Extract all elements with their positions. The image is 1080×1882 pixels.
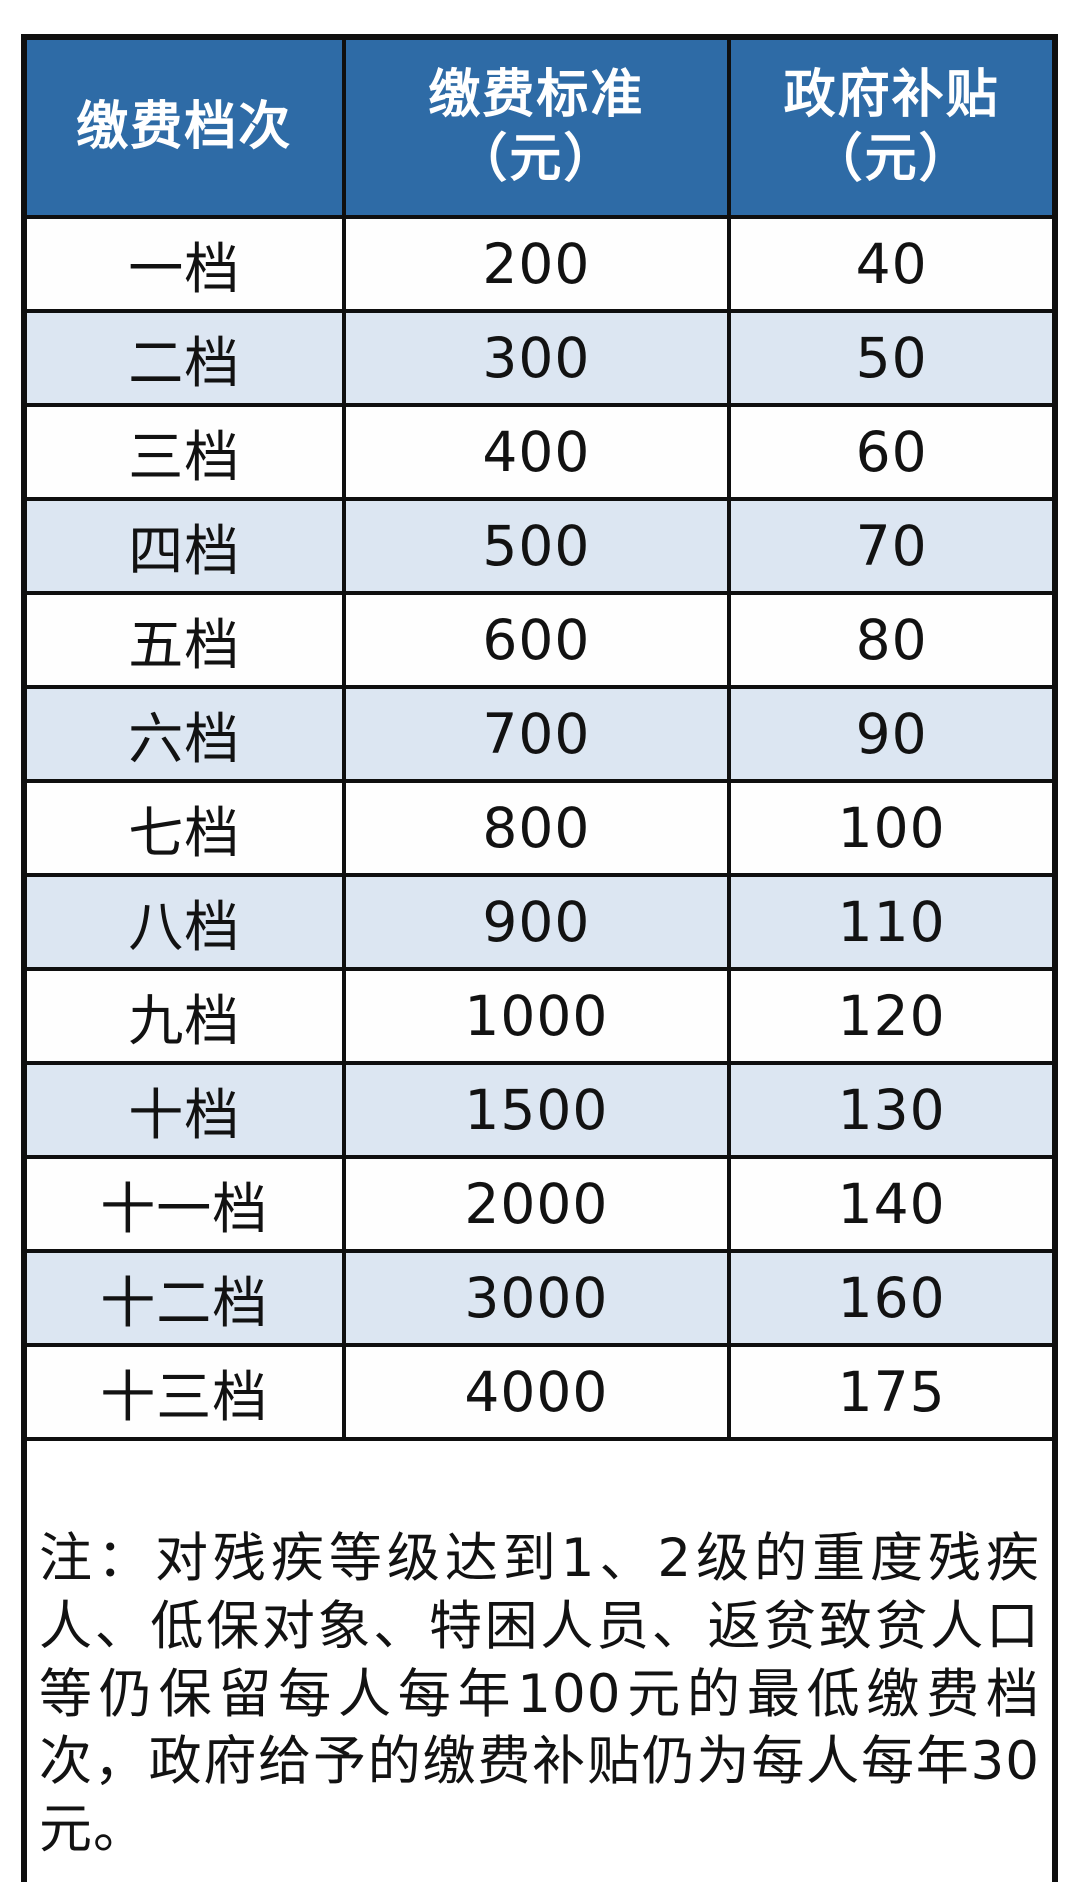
subsidy-cell: 60	[727, 403, 1057, 501]
table-row: 八档 900 110	[22, 873, 1057, 971]
standard-cell: 400	[341, 403, 732, 501]
header-standard-label: 缴费标准	[428, 65, 645, 126]
header-subsidy-label: 政府补贴	[783, 65, 1000, 126]
table-row: 九档 1000 120	[22, 967, 1057, 1065]
header-subsidy-unit: （元）	[810, 128, 973, 189]
tier-cell: 四档	[22, 497, 346, 595]
subsidy-cell: 90	[727, 685, 1057, 783]
header-tier-label: 缴费档次	[76, 96, 293, 157]
tier-cell: 八档	[22, 873, 346, 971]
tier-cell: 十档	[22, 1061, 346, 1159]
table-header: 缴费档次 缴费标准 （元） 政府补贴 （元）	[22, 35, 1057, 219]
header-cell-tier: 缴费档次	[22, 35, 346, 219]
tier-cell: 十三档	[22, 1343, 346, 1441]
tier-cell: 七档	[22, 779, 346, 877]
subsidy-cell: 50	[727, 309, 1057, 407]
table-row: 十档 1500 130	[22, 1061, 1057, 1159]
table-row: 六档 700 90	[22, 685, 1057, 783]
table-row: 一档 200 40	[22, 215, 1057, 313]
table-row: 四档 500 70	[22, 497, 1057, 595]
header-cell-subsidy: 政府补贴 （元）	[727, 35, 1057, 219]
header-cell-standard: 缴费标准 （元）	[341, 35, 732, 219]
header-row: 缴费档次 缴费标准 （元） 政府补贴 （元）	[22, 35, 1057, 219]
standard-cell: 3000	[341, 1249, 732, 1347]
table-row: 十二档 3000 160	[22, 1249, 1057, 1347]
standard-cell: 1500	[341, 1061, 732, 1159]
tier-cell: 十一档	[22, 1155, 346, 1253]
table-footer: 注：对残疾等级达到1、2级的重度残疾人、低保对象、特困人员、返贫致贫人口等仍保留…	[22, 1437, 1057, 1882]
note-row: 注：对残疾等级达到1、2级的重度残疾人、低保对象、特困人员、返贫致贫人口等仍保留…	[22, 1437, 1057, 1882]
table-row: 十三档 4000 175	[22, 1343, 1057, 1441]
table-row: 十一档 2000 140	[22, 1155, 1057, 1253]
tier-cell: 三档	[22, 403, 346, 501]
subsidy-cell: 130	[727, 1061, 1057, 1159]
subsidy-cell: 140	[727, 1155, 1057, 1253]
note-text: 注：对残疾等级达到1、2级的重度残疾人、低保对象、特困人员、返贫致贫人口等仍保留…	[39, 1528, 1040, 1861]
tier-cell: 十二档	[22, 1249, 346, 1347]
subsidy-cell: 80	[727, 591, 1057, 689]
subsidy-cell: 110	[727, 873, 1057, 971]
table-row: 三档 400 60	[22, 403, 1057, 501]
standard-cell: 1000	[341, 967, 732, 1065]
tier-cell: 二档	[22, 309, 346, 407]
standard-cell: 2000	[341, 1155, 732, 1253]
standard-cell: 800	[341, 779, 732, 877]
table-row: 二档 300 50	[22, 309, 1057, 407]
tier-cell: 九档	[22, 967, 346, 1065]
subsidy-cell: 160	[727, 1249, 1057, 1347]
standard-cell: 500	[341, 497, 732, 595]
tier-cell: 六档	[22, 685, 346, 783]
table-row: 五档 600 80	[22, 591, 1057, 689]
fee-tier-table: 缴费档次 缴费标准 （元） 政府补贴 （元） 一档 200 40 二档 300 50 三档 4…	[21, 34, 1058, 1882]
subsidy-cell: 100	[727, 779, 1057, 877]
note-cell: 注：对残疾等级达到1、2级的重度残疾人、低保对象、特困人员、返贫致贫人口等仍保留…	[22, 1437, 1057, 1882]
subsidy-cell: 70	[727, 497, 1057, 595]
standard-cell: 600	[341, 591, 732, 689]
subsidy-cell: 120	[727, 967, 1057, 1065]
standard-cell: 300	[341, 309, 732, 407]
subsidy-cell: 40	[727, 215, 1057, 313]
standard-cell: 4000	[341, 1343, 732, 1441]
tier-cell: 五档	[22, 591, 346, 689]
standard-cell: 900	[341, 873, 732, 971]
tier-cell: 一档	[22, 215, 346, 313]
table-row: 七档 800 100	[22, 779, 1057, 877]
standard-cell: 200	[341, 215, 732, 313]
subsidy-cell: 175	[727, 1343, 1057, 1441]
header-standard-unit: （元）	[455, 128, 618, 189]
standard-cell: 700	[341, 685, 732, 783]
table-body: 一档 200 40 二档 300 50 三档 400 60 四档 500 70 五档 600 80 六档 700…	[22, 215, 1057, 1441]
